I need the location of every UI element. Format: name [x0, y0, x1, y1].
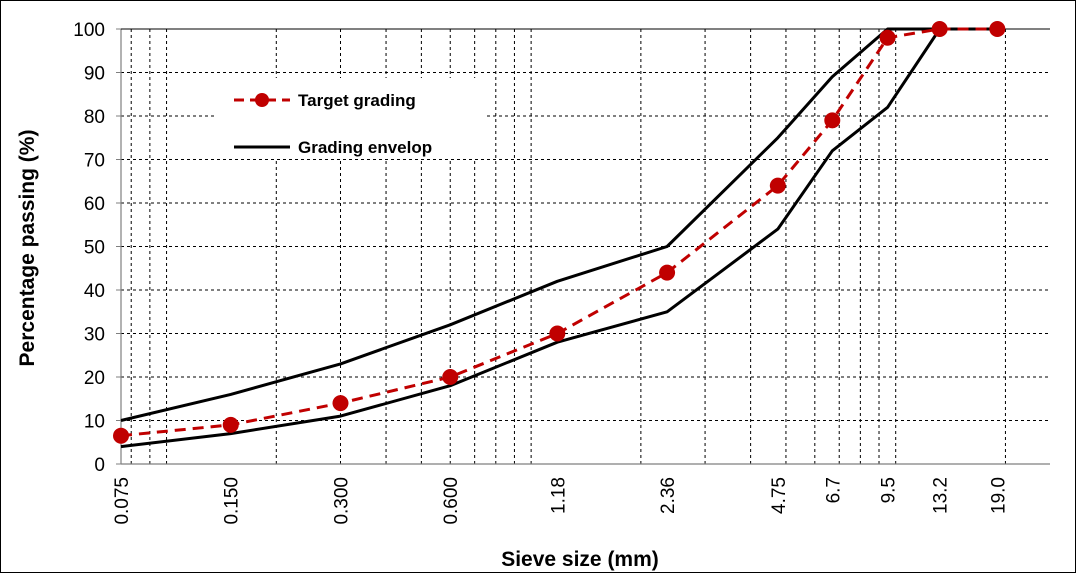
legend-label-grading-envelop: Grading envelop	[298, 138, 432, 157]
x-tick-label: 19.0	[988, 477, 1009, 514]
target-grading-point	[222, 416, 239, 433]
x-tick-label: 1.18	[548, 477, 569, 514]
y-tick-label: 80	[84, 107, 105, 128]
x-axis-label: Sieve size (mm)	[501, 548, 659, 571]
y-tick-label: 40	[84, 281, 105, 302]
target-grading-point	[769, 177, 786, 194]
x-tick-label: 0.600	[441, 477, 462, 525]
grid	[121, 28, 1050, 464]
y-axis-label: Percentage passing (%)	[16, 130, 39, 367]
x-tick-label: 0.150	[222, 477, 243, 525]
y-tick-label: 50	[84, 238, 105, 259]
legend-label-target-grading: Target grading	[298, 91, 416, 110]
y-tick-label: 100	[73, 20, 105, 41]
target-grading-point	[824, 112, 841, 129]
legend: Target grading Grading envelop	[216, 78, 486, 158]
target-grading-point	[442, 369, 459, 385]
target-grading-point	[931, 21, 948, 37]
y-tick-label: 60	[84, 194, 105, 215]
x-tick-label: 4.75	[769, 477, 790, 514]
target-grading-point	[659, 264, 676, 281]
x-tick-label: 2.36	[658, 477, 679, 514]
series-layer	[113, 21, 1006, 449]
target-grading-point	[549, 325, 566, 342]
y-tick-label: 30	[84, 325, 105, 346]
target-grading-point	[113, 427, 129, 444]
y-tick-label: 20	[84, 368, 105, 389]
y-tick-labels: 0 10 20 30 40 50 60 70 80 90 100	[73, 20, 121, 476]
x-tick-label: 0.075	[112, 477, 133, 525]
legend-marker-target-grading	[255, 93, 269, 107]
grading-envelope-lower-line	[120, 27, 998, 449]
grading-envelope-upper-line	[120, 27, 998, 422]
y-tick-label: 10	[84, 412, 105, 433]
x-tick-label: 13.2	[931, 477, 952, 514]
target-grading-point	[989, 21, 1006, 37]
target-grading-point	[879, 29, 896, 46]
y-tick-label: 0	[94, 455, 105, 476]
x-tick-labels: 0.075 0.150 0.300 0.600 1.18 2.36 4.75 6.7 9.5 13…	[112, 477, 1009, 525]
x-tick-label: 0.300	[331, 477, 352, 525]
x-tick-label: 9.5	[879, 477, 900, 503]
x-tick-label: 6.7	[823, 477, 844, 503]
y-tick-label: 70	[84, 151, 105, 172]
y-tick-label: 90	[84, 64, 105, 85]
target-grading-point	[332, 395, 349, 412]
